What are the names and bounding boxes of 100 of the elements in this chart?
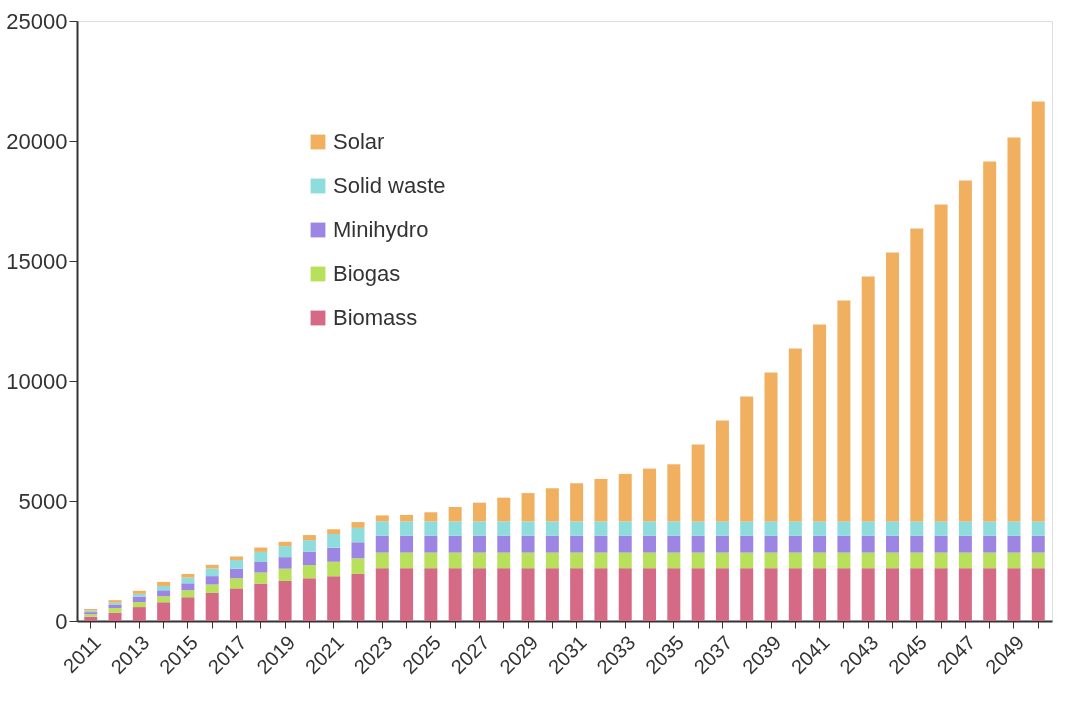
bar	[400, 521, 414, 536]
bar	[521, 552, 535, 569]
bar	[813, 324, 827, 522]
bar	[715, 521, 729, 536]
bar	[813, 535, 827, 553]
bar	[424, 535, 438, 553]
bar	[983, 552, 997, 569]
bar	[861, 552, 875, 569]
bar	[837, 568, 851, 621]
y-tick-label: 15000	[6, 248, 68, 274]
bar	[861, 568, 875, 621]
bar	[983, 521, 997, 536]
bar	[375, 568, 389, 621]
bar	[424, 552, 438, 569]
bar	[230, 588, 243, 621]
bar	[375, 552, 389, 569]
bar	[278, 541, 292, 547]
bar	[715, 552, 729, 569]
bar	[618, 473, 632, 522]
bar	[715, 568, 729, 621]
bar	[618, 521, 632, 536]
bar	[157, 581, 171, 586]
bar	[958, 568, 972, 621]
bar	[181, 590, 195, 598]
bar	[958, 535, 972, 553]
bar	[740, 396, 754, 522]
bar	[570, 568, 584, 621]
bar	[910, 535, 924, 553]
bar	[788, 521, 802, 536]
bar	[934, 204, 948, 522]
bar	[230, 556, 243, 561]
bar	[1007, 568, 1021, 621]
bar	[545, 488, 559, 522]
bar	[108, 608, 122, 613]
bar	[278, 546, 292, 558]
bar	[181, 583, 195, 591]
bar	[497, 568, 511, 621]
bar	[934, 535, 948, 553]
bar	[691, 521, 705, 536]
bar	[886, 252, 899, 522]
bar	[351, 522, 365, 528]
bar	[910, 521, 924, 536]
bar	[643, 568, 657, 621]
bar	[788, 535, 802, 553]
bar	[181, 573, 195, 578]
bar	[521, 568, 535, 621]
bar	[1031, 552, 1045, 569]
bar	[837, 521, 851, 536]
bar	[521, 493, 535, 522]
bar	[691, 568, 705, 621]
bar	[667, 521, 681, 536]
bar	[472, 521, 486, 536]
bar	[1031, 568, 1045, 621]
bar	[594, 521, 608, 536]
bar	[278, 557, 292, 569]
bar	[886, 521, 899, 536]
bar	[448, 521, 462, 536]
bar	[691, 552, 705, 569]
bar	[108, 612, 122, 621]
bar	[84, 616, 98, 621]
bar	[351, 527, 365, 543]
bar	[1007, 521, 1021, 536]
bar	[521, 521, 535, 536]
bar	[740, 535, 754, 553]
bar	[545, 521, 559, 536]
legend-label: Biomass	[333, 305, 418, 330]
bar	[375, 521, 389, 536]
bar	[302, 551, 316, 566]
bar	[813, 552, 827, 569]
bar	[643, 535, 657, 553]
bar	[788, 552, 802, 569]
bar	[351, 573, 365, 621]
bar	[132, 607, 146, 621]
bar	[327, 547, 341, 562]
bar	[351, 558, 365, 574]
bar	[448, 507, 462, 522]
bar	[886, 535, 899, 553]
bar	[934, 552, 948, 569]
bar	[886, 552, 899, 569]
bar	[861, 535, 875, 553]
bar	[302, 535, 316, 541]
bar	[157, 596, 171, 603]
bar	[254, 572, 268, 584]
bar	[545, 552, 559, 569]
bar	[375, 535, 389, 553]
bar	[400, 514, 414, 522]
bar	[764, 552, 778, 569]
bar	[400, 552, 414, 569]
bar	[667, 552, 681, 569]
bar	[205, 568, 219, 577]
bar	[813, 521, 827, 536]
bar	[667, 464, 681, 522]
y-tick-label: 0	[55, 608, 68, 634]
bar	[157, 590, 171, 597]
bar	[764, 372, 778, 522]
bar	[448, 552, 462, 569]
bar	[837, 552, 851, 569]
bar	[181, 597, 195, 621]
bar	[254, 561, 268, 573]
bar	[618, 535, 632, 553]
